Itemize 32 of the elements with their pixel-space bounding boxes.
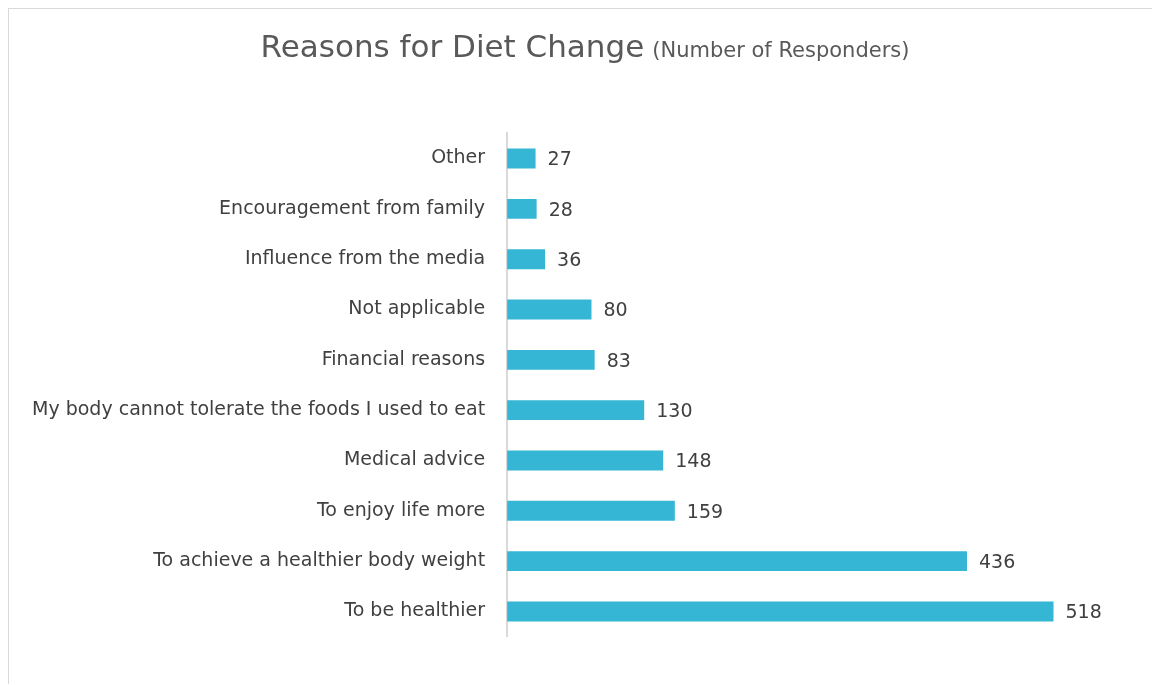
bar (507, 400, 645, 421)
bar (507, 450, 664, 471)
y-tick-label: Not applicable (348, 296, 486, 319)
y-tick-label: Financial reasons (321, 346, 486, 369)
data-label: 27 (547, 147, 572, 170)
y-tick-label: Medical advice (343, 447, 486, 470)
data-label: 83 (606, 348, 631, 371)
bar (507, 601, 1054, 622)
data-label: 518 (1065, 600, 1102, 623)
bar (507, 249, 546, 270)
chart-subtitle: (Number of Responders) (652, 38, 910, 62)
y-tick-label: Encouragement from family (219, 195, 486, 218)
y-tick-label: To enjoy life more (315, 497, 486, 520)
bar (507, 500, 675, 521)
data-label: 148 (675, 449, 712, 472)
chart-title: Reasons for Diet Change (260, 28, 645, 64)
data-label: 36 (557, 248, 582, 271)
y-tick-label: My body cannot tolerate the foods I used to eat (31, 397, 486, 420)
data-label: 80 (603, 298, 628, 321)
y-tick-label: Other (431, 145, 486, 168)
data-label: 130 (656, 399, 693, 422)
bar (507, 299, 592, 320)
data-label: 436 (979, 550, 1016, 573)
data-label: 28 (548, 197, 573, 220)
data-label: 159 (686, 499, 724, 522)
bar (507, 148, 536, 169)
bar (507, 198, 537, 219)
y-tick-label: To be healthier (343, 598, 486, 621)
bar (507, 551, 968, 572)
y-tick-label: To achieve a healthier body weight (152, 548, 486, 571)
bar (507, 349, 595, 370)
y-tick-label: Influence from the media (244, 246, 486, 269)
